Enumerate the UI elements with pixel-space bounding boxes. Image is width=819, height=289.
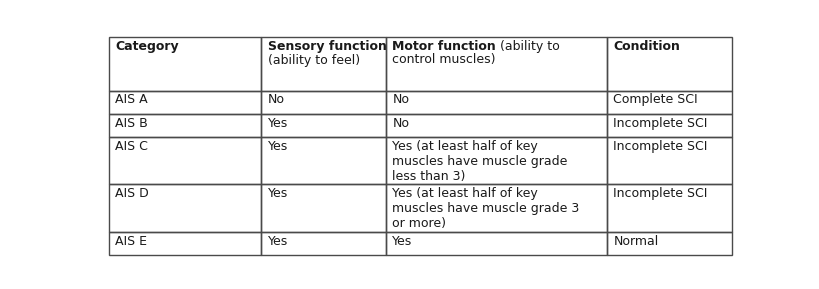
Text: (ability to feel): (ability to feel) [268,54,360,67]
Text: AIS E: AIS E [115,235,147,248]
Bar [261,137,386,184]
Text: Yes: Yes [391,235,412,248]
Bar [606,232,731,255]
Text: No: No [268,93,284,106]
Bar [606,184,731,232]
Bar [606,90,731,114]
Text: Sensory function: Sensory function [268,40,387,53]
Text: Yes: Yes [268,140,287,153]
Bar [109,232,261,255]
Text: (ability to: (ability to [495,40,559,53]
Text: Yes: Yes [268,235,287,248]
Text: AIS B: AIS B [115,116,147,129]
Text: No: No [391,93,409,106]
Bar [109,137,261,184]
Text: AIS A: AIS A [115,93,147,106]
Bar [261,114,386,137]
Bar [606,37,731,90]
Bar [261,232,386,255]
Text: Yes: Yes [268,187,287,200]
Text: Incomplete SCI: Incomplete SCI [613,140,707,153]
Text: Normal: Normal [613,235,658,248]
Text: Yes (at least half of key
muscles have muscle grade
less than 3): Yes (at least half of key muscles have m… [391,140,567,183]
Text: AIS C: AIS C [115,140,148,153]
Bar [261,90,386,114]
Text: AIS D: AIS D [115,187,149,200]
Text: No: No [391,116,409,129]
Text: Category: Category [115,40,179,53]
Text: Yes: Yes [268,116,287,129]
Text: Incomplete SCI: Incomplete SCI [613,116,707,129]
Bar [386,232,606,255]
Bar [386,90,606,114]
Text: Incomplete SCI: Incomplete SCI [613,187,707,200]
Bar [606,114,731,137]
Text: Complete SCI: Complete SCI [613,93,697,106]
Text: Motor function: Motor function [391,40,495,53]
Bar [109,114,261,137]
Bar [606,137,731,184]
Bar [109,90,261,114]
Bar [386,37,606,90]
Bar [109,184,261,232]
Text: control muscles): control muscles) [391,53,495,66]
Bar [109,37,261,90]
Bar [386,114,606,137]
Text: Yes (at least half of key
muscles have muscle grade 3
or more): Yes (at least half of key muscles have m… [391,187,579,230]
Bar [261,184,386,232]
Bar [386,184,606,232]
Text: Condition: Condition [613,40,680,53]
Bar [261,37,386,90]
Bar [386,137,606,184]
